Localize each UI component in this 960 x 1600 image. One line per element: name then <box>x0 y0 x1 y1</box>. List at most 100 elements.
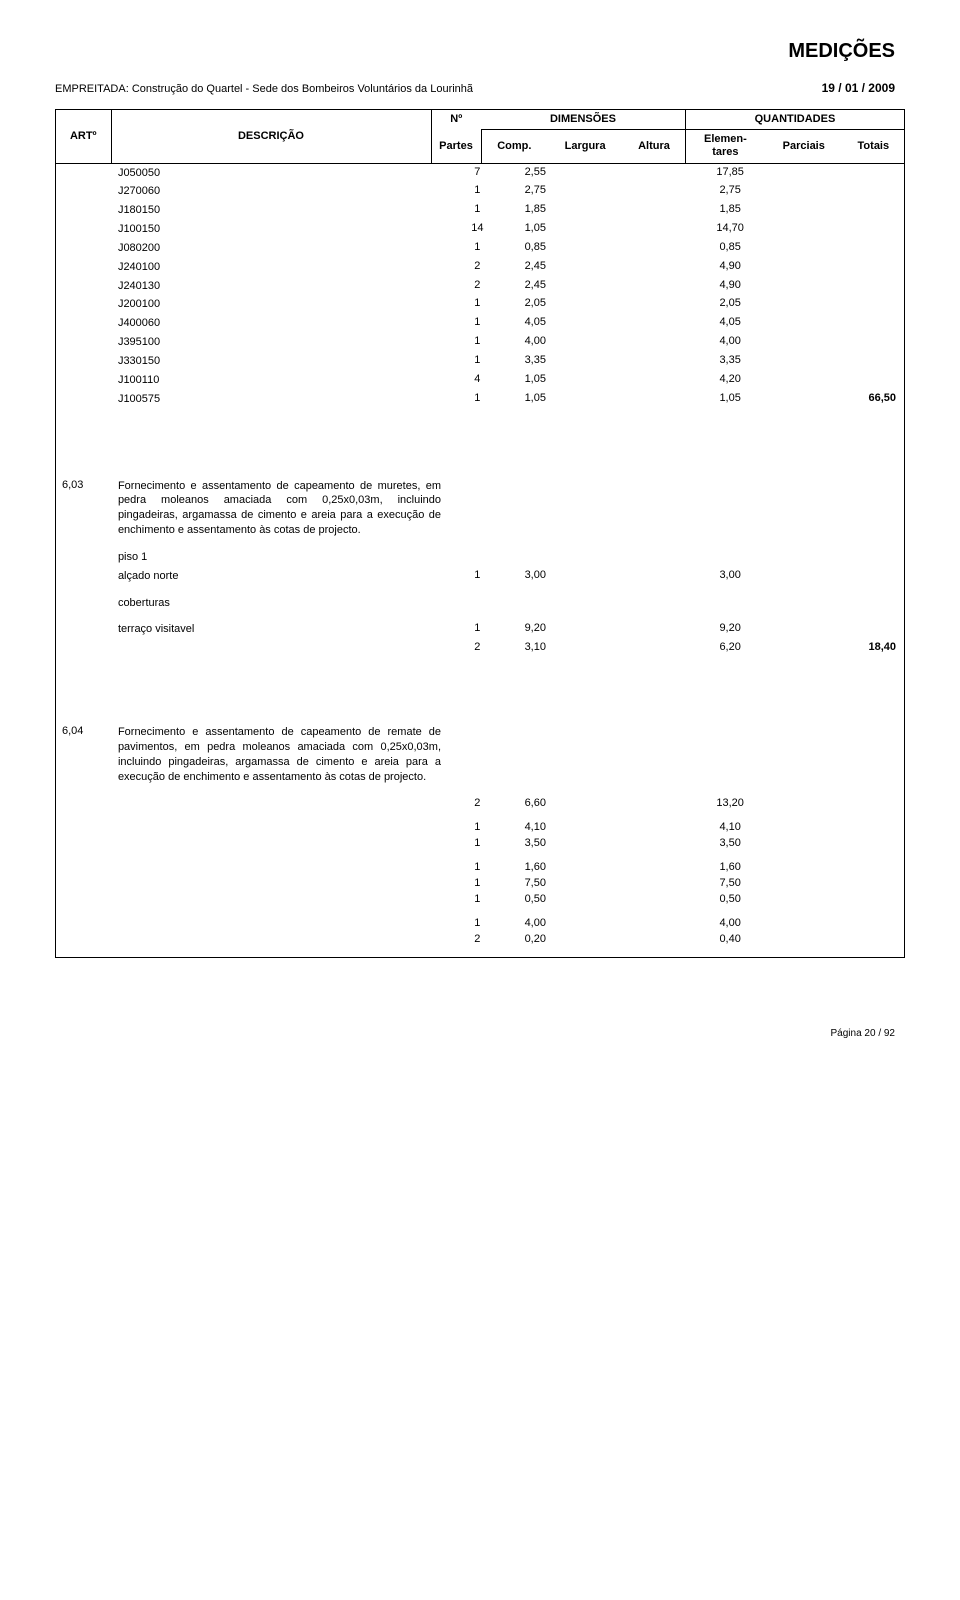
cell <box>567 567 630 586</box>
cell <box>630 239 693 258</box>
cell: 4,05 <box>693 314 767 333</box>
document-date: 19 / 01 / 2009 <box>822 81 895 95</box>
cell: 9,20 <box>504 612 567 639</box>
cell <box>56 314 114 333</box>
cell: 6,03 <box>56 409 114 540</box>
cell <box>567 295 630 314</box>
cell <box>56 540 114 567</box>
cell: J100575 <box>114 390 451 409</box>
cell <box>835 540 904 567</box>
cell <box>767 371 835 390</box>
cell: J050050 <box>114 164 451 183</box>
cell: 7 <box>451 164 504 183</box>
page-footer: Página 20 / 92 <box>55 1028 895 1039</box>
cell <box>567 787 630 811</box>
cell <box>835 851 904 875</box>
cell: 2 <box>451 258 504 277</box>
cell <box>567 182 630 201</box>
cell: 1 <box>451 201 504 220</box>
cell: 2,75 <box>693 182 767 201</box>
cell <box>567 371 630 390</box>
cell <box>567 390 630 409</box>
hdr-altura: Altura <box>623 130 685 163</box>
cell: 2,75 <box>504 182 567 201</box>
cell <box>767 811 835 835</box>
cell: 1 <box>451 239 504 258</box>
cell <box>630 835 693 851</box>
cell <box>567 586 630 613</box>
empreitada-label: EMPREITADA: <box>55 83 129 95</box>
cell: 1,05 <box>693 390 767 409</box>
cell <box>56 907 114 931</box>
table-row: 17,507,50 <box>56 875 904 891</box>
cell <box>835 875 904 891</box>
cell <box>835 907 904 931</box>
table-row: J20010012,052,05 <box>56 295 904 314</box>
cell <box>630 655 693 786</box>
cell <box>767 314 835 333</box>
cell: 6,04 <box>56 655 114 786</box>
table-row: J24013022,454,90 <box>56 277 904 296</box>
cell <box>693 586 767 613</box>
cell <box>567 612 630 639</box>
hdr-partes: Partes <box>431 130 481 163</box>
cell <box>567 314 630 333</box>
cell <box>56 931 114 947</box>
cell <box>630 931 693 947</box>
cell: J200100 <box>114 295 451 314</box>
cell: 1,60 <box>504 851 567 875</box>
cell <box>835 655 904 786</box>
cell <box>451 540 504 567</box>
cell: 1 <box>451 891 504 907</box>
cell <box>630 811 693 835</box>
cell: 2 <box>451 931 504 947</box>
cell <box>835 371 904 390</box>
cell <box>567 907 630 931</box>
cell <box>767 586 835 613</box>
hdr-totais: Totais <box>843 130 904 163</box>
cell: 2 <box>451 639 504 655</box>
cell <box>835 333 904 352</box>
cell: 3,10 <box>504 639 567 655</box>
cell <box>630 851 693 875</box>
cell <box>767 201 835 220</box>
cell <box>630 586 693 613</box>
cell <box>835 220 904 239</box>
cell <box>767 182 835 201</box>
cell: 1,85 <box>693 201 767 220</box>
cell <box>567 333 630 352</box>
cell <box>567 239 630 258</box>
cell: 1,85 <box>504 201 567 220</box>
cell <box>56 220 114 239</box>
cell <box>114 931 451 947</box>
cell <box>630 891 693 907</box>
cell <box>767 409 835 540</box>
cell <box>835 182 904 201</box>
cell <box>767 239 835 258</box>
cell: 13,20 <box>693 787 767 811</box>
cell <box>630 314 693 333</box>
cell <box>767 931 835 947</box>
cell <box>56 875 114 891</box>
cell <box>114 891 451 907</box>
cell: J100150 <box>114 220 451 239</box>
cell: 7,50 <box>693 875 767 891</box>
cell: 0,50 <box>693 891 767 907</box>
cell <box>630 258 693 277</box>
cell <box>767 258 835 277</box>
cell <box>630 567 693 586</box>
cell <box>567 811 630 835</box>
cell <box>630 220 693 239</box>
cell <box>567 931 630 947</box>
cell: 4 <box>451 371 504 390</box>
cell <box>630 352 693 371</box>
cell: 6,60 <box>504 787 567 811</box>
cell: 1 <box>451 811 504 835</box>
table-row: J33015013,353,35 <box>56 352 904 371</box>
table-row: J05005072,5517,85 <box>56 164 904 183</box>
cell <box>630 787 693 811</box>
table-row: 10,500,50 <box>56 891 904 907</box>
cell <box>767 567 835 586</box>
cell <box>504 409 567 540</box>
table-row: J10057511,051,0566,50 <box>56 390 904 409</box>
